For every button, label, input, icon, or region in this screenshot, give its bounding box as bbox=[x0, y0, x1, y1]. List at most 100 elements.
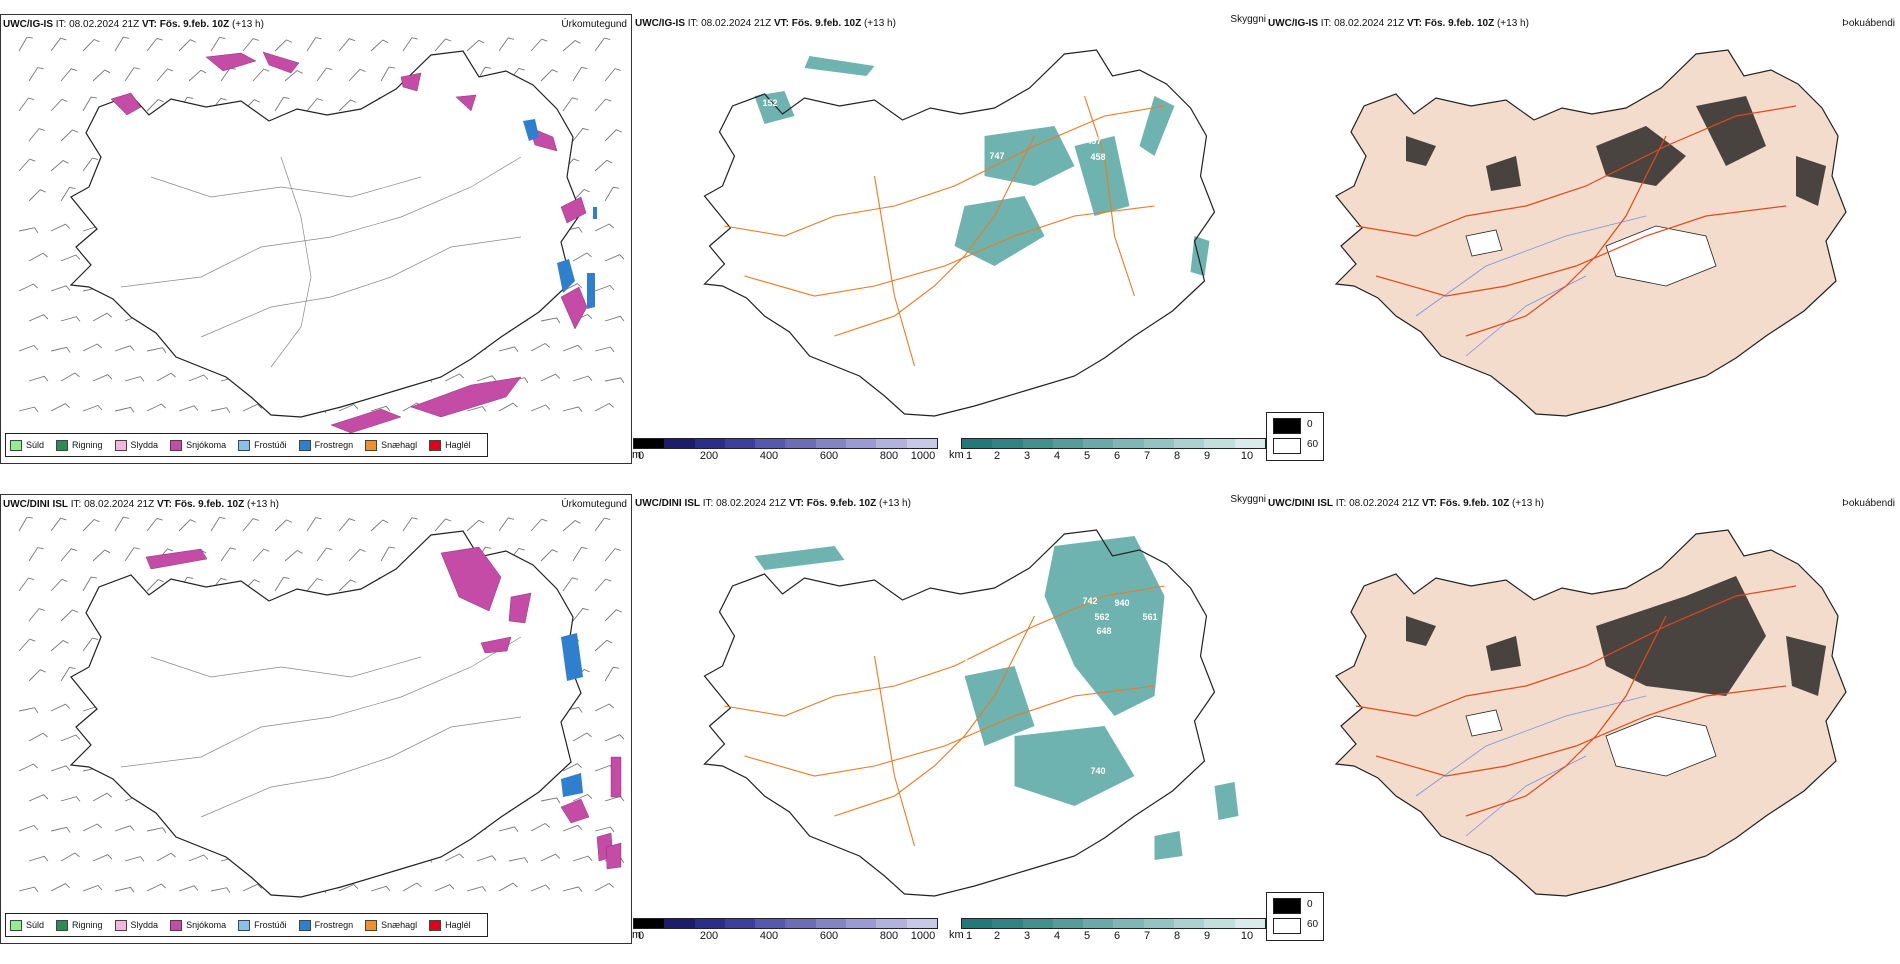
legend-label: Frostregn bbox=[314, 440, 354, 450]
wind-barb bbox=[402, 882, 422, 892]
legend-label: Súld bbox=[26, 440, 45, 450]
lead-time: (+13 h) bbox=[1509, 498, 1544, 509]
lead-time: (+13 h) bbox=[1494, 18, 1529, 29]
wind-barb bbox=[604, 666, 620, 682]
init-time: IT: 08.02.2024 21Z bbox=[700, 498, 789, 509]
wind-barb bbox=[274, 96, 290, 112]
unit-label: km bbox=[949, 929, 964, 941]
tick-label: 6 bbox=[1113, 930, 1121, 942]
wind-barb bbox=[50, 883, 71, 892]
legend-item: Frostúði bbox=[238, 439, 287, 451]
panel-header: UWC/DINI ISL IT: 08.02.2024 21Z VT: Fös.… bbox=[3, 499, 279, 510]
wind-barb bbox=[146, 37, 163, 52]
wind-barb bbox=[562, 283, 583, 292]
wind-barb bbox=[28, 547, 44, 562]
wind-barb bbox=[306, 98, 323, 112]
legend-label: Frostregn bbox=[314, 920, 354, 930]
value-label: 561 bbox=[1143, 612, 1158, 622]
wind-barb bbox=[498, 346, 519, 352]
wind-barb bbox=[466, 519, 485, 532]
wind-barb bbox=[82, 38, 100, 52]
legend-label: 60 bbox=[1307, 919, 1319, 930]
precip-type-map-row1: UWC/IG-IS IT: 08.02.2024 21Z VT: Fös. 9.… bbox=[0, 14, 632, 464]
wind-barb bbox=[146, 578, 164, 592]
wind-barb bbox=[380, 66, 395, 82]
tick-label: 2 bbox=[993, 930, 1001, 942]
panel-title: Skyggni bbox=[1230, 494, 1266, 505]
wind-barb bbox=[604, 129, 622, 142]
wind-barb bbox=[146, 517, 163, 532]
wind-barb bbox=[370, 405, 391, 412]
cloud-height-labels: 152 747 497 458 414 bbox=[763, 98, 1106, 338]
value-label: 740 bbox=[1091, 766, 1106, 776]
wind-barb bbox=[28, 128, 45, 142]
value-label: 648 bbox=[1097, 626, 1112, 636]
wind-barb bbox=[594, 578, 612, 592]
model-name: UWC/IG-IS bbox=[635, 18, 685, 29]
wind-barb bbox=[444, 853, 465, 862]
legend-item: Rigning bbox=[56, 919, 103, 931]
legend-label: Snæhagl bbox=[381, 920, 418, 930]
unit-label: m bbox=[632, 449, 642, 461]
colorbar-fill bbox=[961, 438, 1266, 449]
swatch bbox=[1273, 918, 1301, 934]
wind-barb bbox=[50, 223, 71, 232]
wind-barb bbox=[252, 548, 270, 562]
wind-barb bbox=[604, 186, 620, 202]
colorbar-ticks: 0 200 400 600 800 1000 bbox=[633, 929, 938, 943]
wind-barb bbox=[50, 639, 69, 652]
legend-label: Frostúði bbox=[254, 920, 287, 930]
legend-item: Haglél bbox=[429, 439, 471, 451]
legend-label: 60 bbox=[1307, 439, 1319, 450]
tick-label: 9 bbox=[1203, 450, 1211, 462]
wind-barb bbox=[284, 69, 303, 82]
init-time: IT: 08.02.2024 21Z bbox=[1333, 498, 1422, 509]
wind-barb bbox=[188, 69, 207, 82]
wind-barb bbox=[466, 406, 487, 412]
wind-barb bbox=[306, 578, 323, 592]
wind-barb bbox=[370, 39, 389, 52]
wind-barb bbox=[604, 68, 621, 82]
init-time: IT: 08.02.2024 21Z bbox=[1318, 18, 1407, 29]
fog-legend: 0 60 bbox=[1266, 412, 1324, 461]
wind-barb bbox=[188, 374, 209, 382]
tick-label: 200 bbox=[699, 930, 719, 942]
colorbar-ticks: 1 2 3 4 5 6 7 8 9 10 bbox=[961, 449, 1266, 463]
swatch bbox=[365, 439, 378, 451]
wind-barb bbox=[572, 252, 592, 262]
value-label: 152 bbox=[763, 98, 778, 108]
legend-item: Slydda bbox=[114, 919, 158, 931]
wind-barb bbox=[338, 579, 357, 592]
wind-barb bbox=[82, 404, 103, 412]
wind-barb bbox=[50, 703, 71, 712]
wind-barb bbox=[60, 316, 81, 322]
valid-time: VT: Fös. 9.feb. 10Z bbox=[788, 498, 877, 509]
wind-barb bbox=[540, 853, 561, 862]
swatch bbox=[56, 439, 69, 451]
wind-barb bbox=[28, 855, 49, 862]
wind-barb bbox=[92, 69, 111, 82]
tick-label: 200 bbox=[699, 450, 719, 462]
tick-label: 1000 bbox=[910, 450, 936, 462]
wind-barb bbox=[50, 578, 68, 592]
wind-barb bbox=[498, 517, 515, 532]
wind-barb bbox=[92, 792, 112, 802]
wind-barb bbox=[60, 129, 79, 142]
value-label: 112 bbox=[935, 880, 950, 890]
precip-map bbox=[18, 517, 625, 898]
wind-barb bbox=[92, 374, 113, 382]
wind-barb bbox=[594, 639, 613, 652]
valid-time: VT: Fös. 9.feb. 10Z bbox=[773, 18, 862, 29]
wind-barb bbox=[92, 854, 113, 862]
wind-barb bbox=[114, 345, 135, 352]
swatch bbox=[298, 439, 311, 451]
wind-barb bbox=[370, 885, 391, 892]
wind-barb bbox=[242, 403, 263, 412]
wind-barb bbox=[18, 707, 39, 713]
visibility-colorbar: 1 2 3 4 5 6 7 8 9 10 km bbox=[949, 438, 1266, 463]
wind-barb bbox=[178, 519, 196, 532]
tick-label: 5 bbox=[1083, 450, 1091, 462]
legend-item: Rigning bbox=[56, 439, 103, 451]
wind-barb bbox=[114, 886, 135, 893]
panel-title: Úrkomutegund bbox=[561, 499, 627, 510]
